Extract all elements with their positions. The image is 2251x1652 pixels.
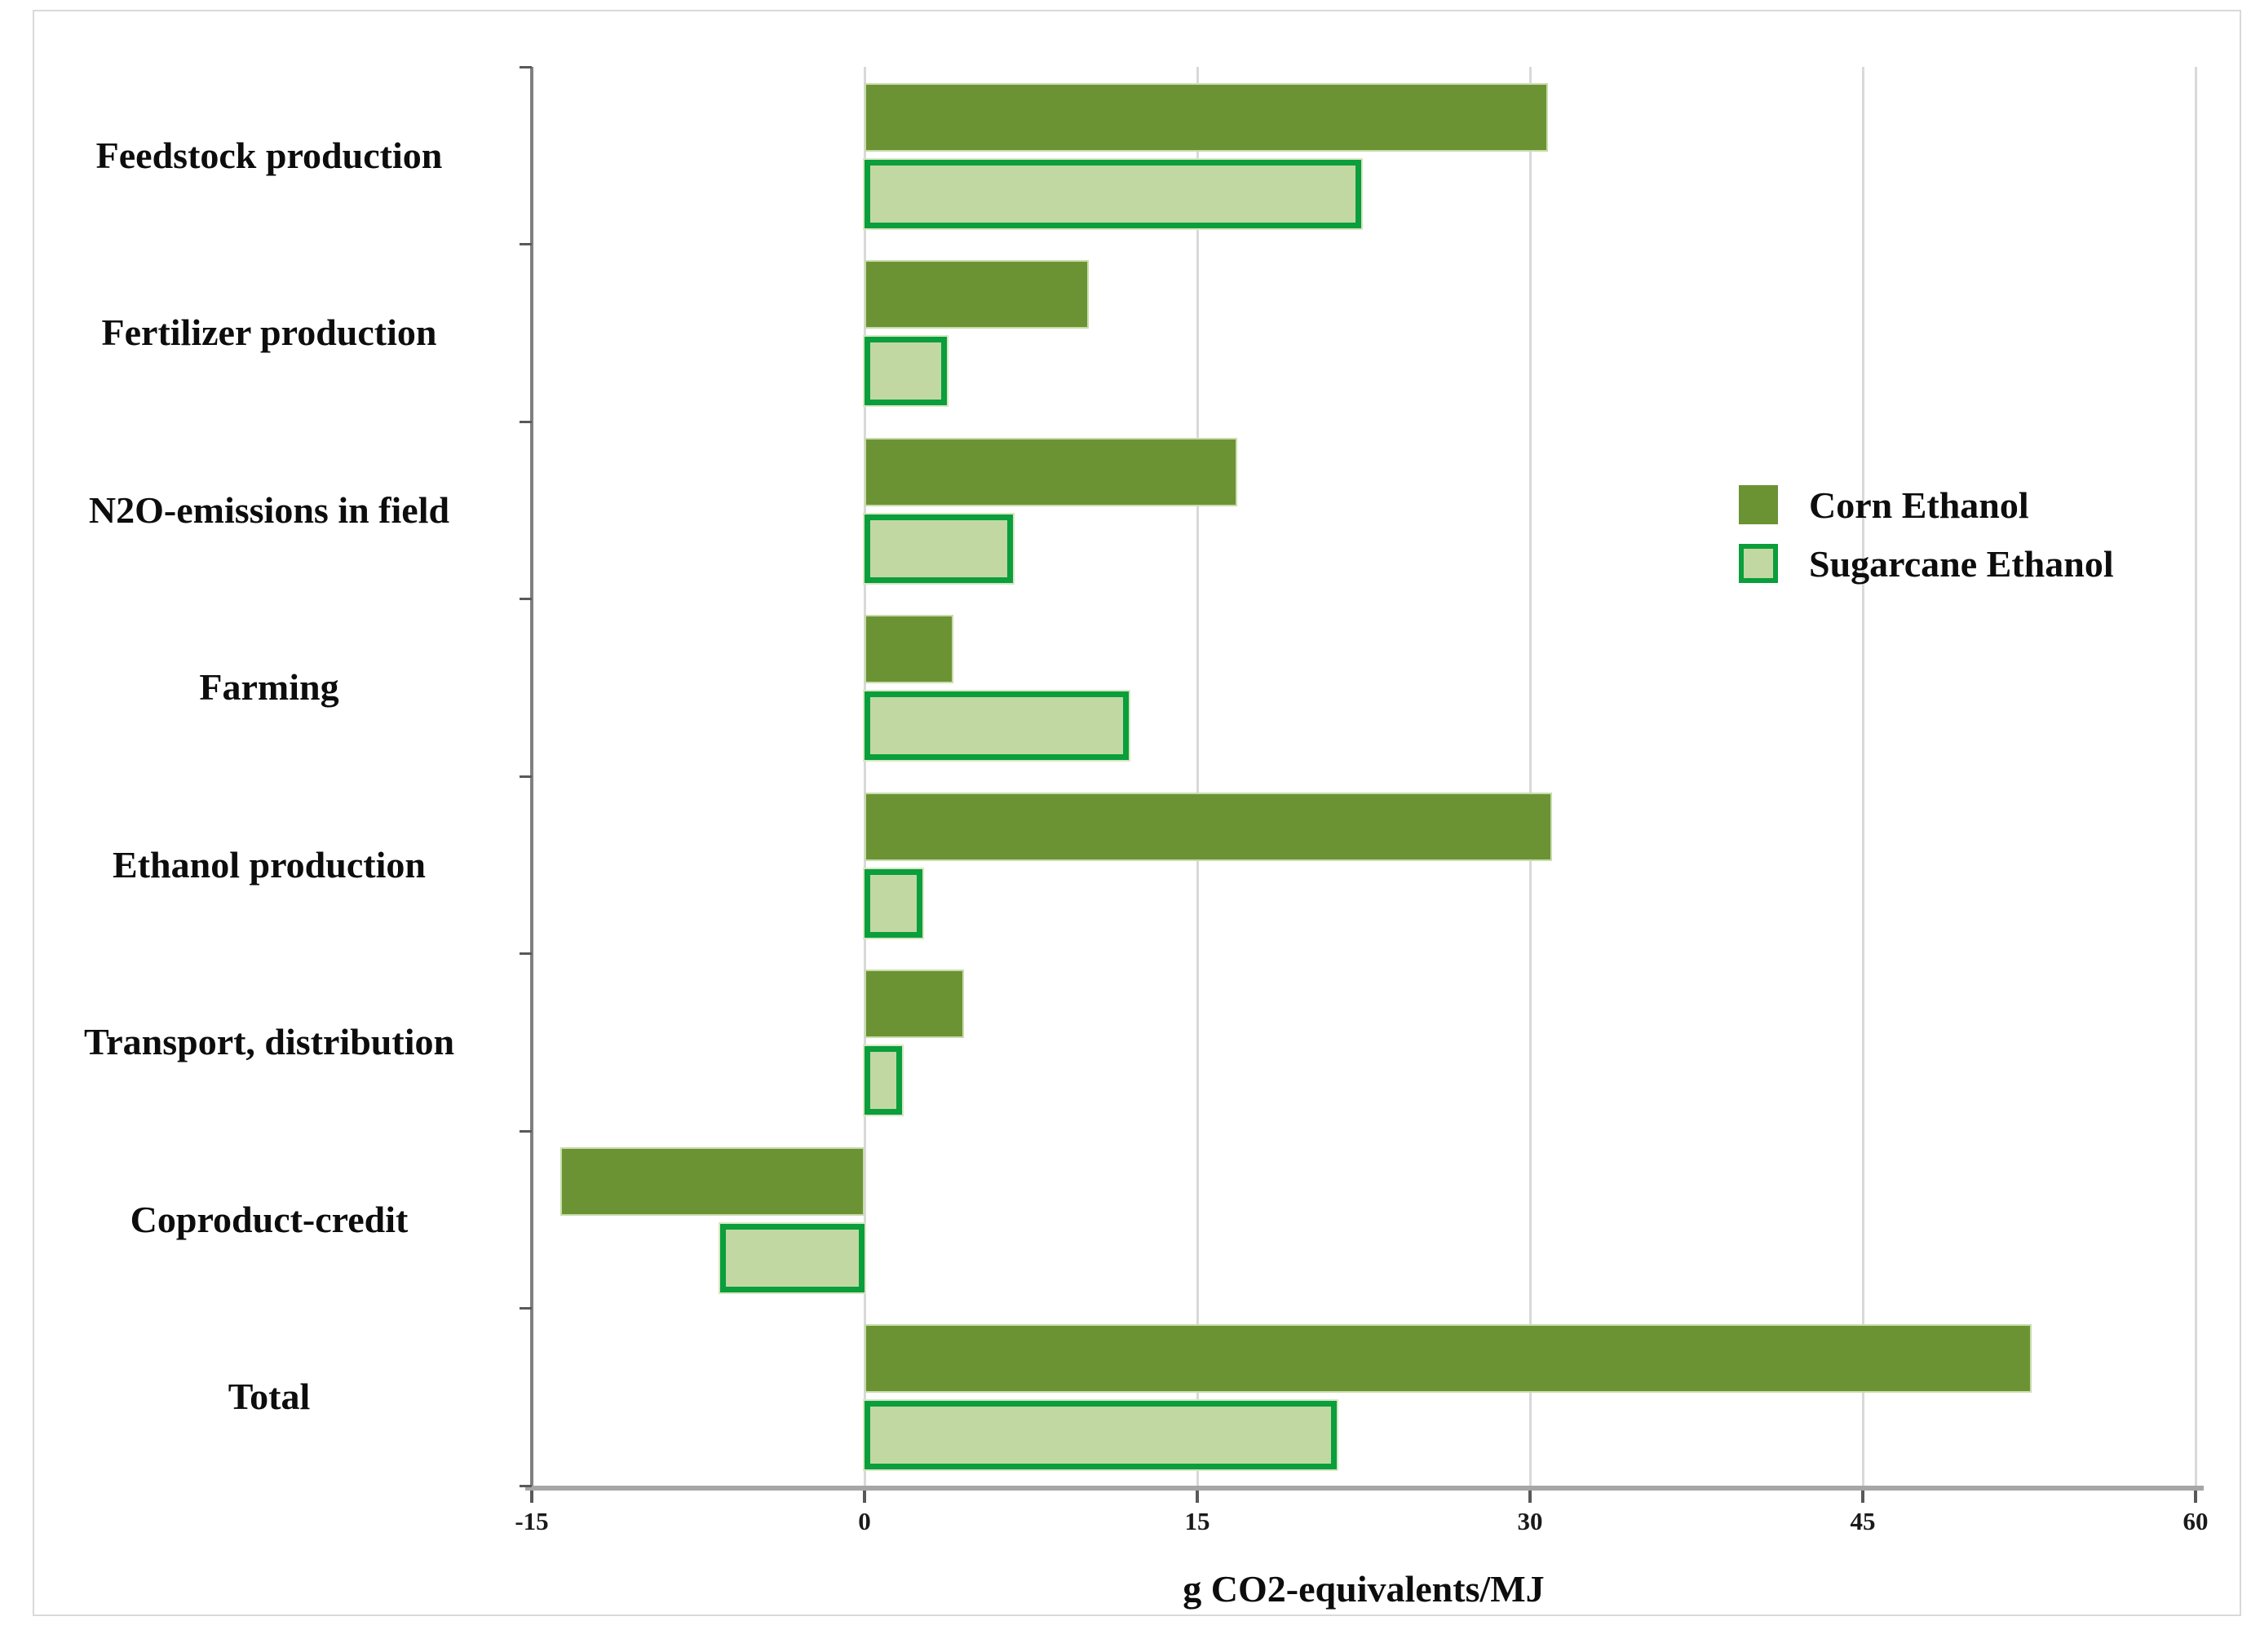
sugarcane-ethanol-swatch-icon [1739,544,1778,583]
bar-corn-ethanol-ethanol-production [865,792,1553,861]
legend: Corn Ethanol Sugarcane Ethanol [1739,475,2114,593]
bar-sugarcane-ethanol-transport-distribution [865,1046,903,1115]
gridline-x-60 [2195,67,2197,1486]
category-axis-tick [520,243,532,245]
x-axis-tick [1861,1491,1864,1503]
category-axis-tick [520,420,532,423]
x-tick-label-30: 30 [1517,1507,1543,1535]
category-axis-tick [520,1484,532,1487]
bar-sugarcane-ethanol-feedstock-production [865,159,1362,228]
bar-sugarcane-ethanol-fertilizer-production [865,337,947,406]
gridline-x-45 [1862,67,1864,1486]
x-tick-label-60: 60 [2182,1507,2209,1535]
x-tick-label-45: 45 [1850,1507,1876,1535]
x-axis-tick [1196,1491,1199,1503]
category-label-fertilizer-production: Fertilizer production [101,311,437,354]
legend-label-corn: Corn Ethanol [1809,484,2029,526]
bar-corn-ethanol-feedstock-production [865,82,1548,152]
category-axis-tick [520,775,532,778]
legend-label-sugarcane: Sugarcane Ethanol [1809,542,2114,585]
category-label-feedstock-production: Feedstock production [95,134,443,176]
category-axis-tick [520,1129,532,1133]
x-axis-title: g CO2-equivalents/MJ [1183,1568,1545,1610]
category-label-ethanol-production: Ethanol production [113,843,426,886]
plot-area [520,65,2204,1503]
x-tick-label-15: 15 [1184,1507,1210,1535]
gridline-x-0 [864,67,866,1486]
bar-sugarcane-ethanol-ethanol-production [865,868,922,938]
category-axis-tick [520,952,532,955]
corn-ethanol-swatch-icon [1739,485,1778,524]
x-axis-tick [530,1491,533,1503]
legend-item-corn: Corn Ethanol [1739,475,2114,534]
bar-corn-ethanol-fertilizer-production [865,260,1089,329]
x-tick-label-0: 0 [858,1507,871,1535]
category-label-transport-distribution: Transport, distribution [83,1021,455,1063]
category-axis-tick [520,65,532,68]
x-axis-tick-labels: -15 0 15 30 45 60 [515,1507,2208,1556]
category-axis-labels: Feedstock production Fertilizer productio… [24,67,514,1486]
bar-corn-ethanol-coproduct-credit [560,1146,865,1216]
y-axis-line [530,67,533,1486]
legend-item-sugarcane: Sugarcane Ethanol [1739,534,2114,593]
x-axis-line [525,1486,2204,1491]
category-axis-tick [520,598,532,600]
x-tick-label--15: -15 [515,1507,549,1535]
bar-sugarcane-ethanol-farming [865,691,1129,761]
category-label-coproduct-credit: Coproduct-credit [130,1198,409,1240]
gridline-x-30 [1529,67,1532,1486]
x-axis-tick [1528,1491,1532,1503]
bar-sugarcane-ethanol-n2o-emissions-in-field [865,514,1014,583]
bar-corn-ethanol-farming [865,615,953,684]
bar-corn-ethanol-transport-distribution [865,970,965,1039]
bar-corn-ethanol-n2o-emissions-in-field [865,437,1237,506]
gridline-x-15 [1196,67,1199,1486]
category-label-n2o-emissions-in-field: N2O-emissions in field [88,488,450,531]
bar-sugarcane-ethanol-coproduct-credit [720,1223,865,1292]
x-axis-tick [2194,1491,2197,1503]
bar-sugarcane-ethanol-total [865,1401,1338,1470]
bar-corn-ethanol-total [865,1324,2032,1394]
x-axis-tick [863,1491,866,1503]
category-label-farming: Farming [199,666,339,709]
category-axis-tick [520,1307,532,1310]
category-label-total: Total [228,1376,311,1418]
